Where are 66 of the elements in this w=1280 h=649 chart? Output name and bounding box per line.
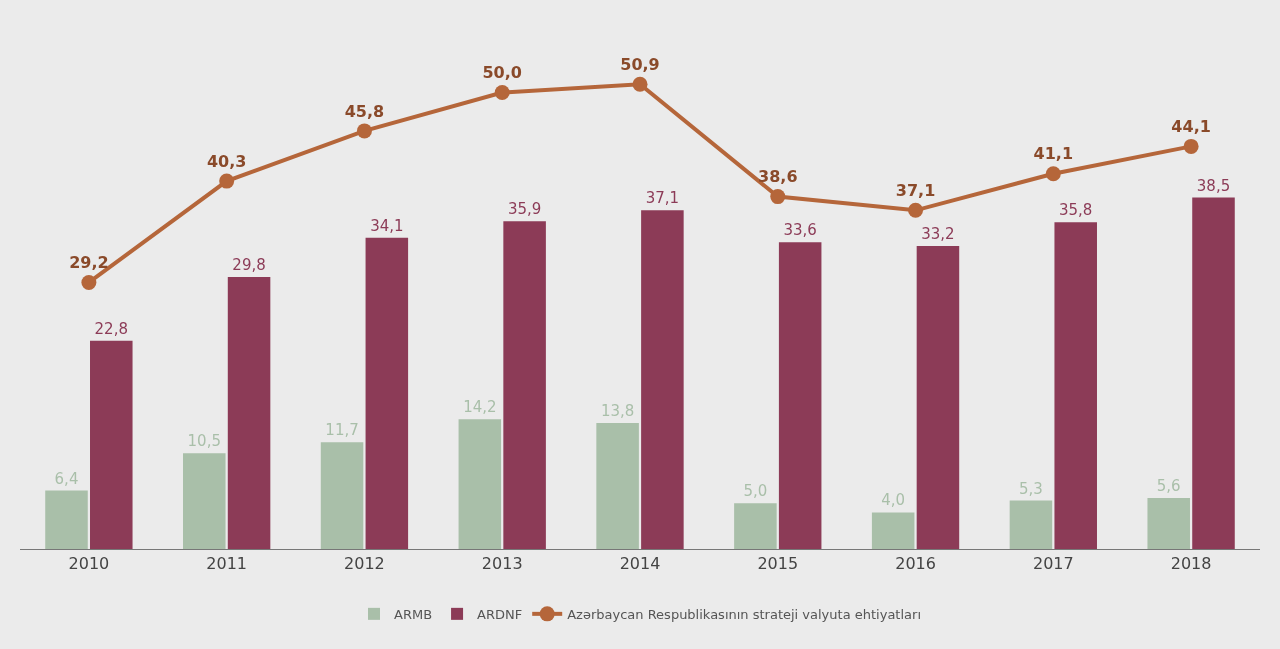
data-label: 10,5 bbox=[187, 432, 221, 451]
point bbox=[494, 85, 510, 101]
bar bbox=[320, 442, 364, 549]
x-tick-label: 2015 bbox=[757, 554, 799, 574]
bar bbox=[183, 453, 226, 549]
legend-label: ARMB bbox=[394, 606, 433, 622]
data-label: 50,0 bbox=[482, 63, 522, 83]
bar bbox=[1192, 197, 1235, 549]
x-tick-label: 2013 bbox=[481, 554, 523, 574]
data-label: 37,1 bbox=[895, 180, 936, 200]
data-label: 4,0 bbox=[881, 491, 906, 510]
data-label: 22,8 bbox=[94, 319, 128, 338]
data-label: 5,6 bbox=[1156, 476, 1181, 495]
bar bbox=[227, 276, 271, 549]
data-label: 44,1 bbox=[1171, 117, 1211, 137]
data-label: 33,2 bbox=[921, 224, 955, 243]
data-label: 50,9 bbox=[620, 54, 660, 74]
x-tick-label: 2017 bbox=[1032, 554, 1074, 574]
x-tick-label: 2011 bbox=[206, 554, 248, 574]
data-label: 40,3 bbox=[206, 151, 247, 171]
bar bbox=[641, 210, 684, 549]
data-label: 29,8 bbox=[232, 255, 266, 274]
data-label: 45,8 bbox=[344, 101, 385, 121]
data-label: 37,1 bbox=[645, 189, 680, 208]
x-tick-label: 2018 bbox=[1170, 554, 1212, 574]
data-label: 41,1 bbox=[1033, 144, 1074, 164]
legend-label: ARDNF bbox=[477, 606, 523, 622]
legend-label: Azərbaycan Respublikasının strateji valyuta ehtiyatları bbox=[567, 606, 921, 622]
data-label: 5,0 bbox=[743, 482, 768, 501]
data-label: 34,1 bbox=[370, 216, 404, 235]
data-label: 11,7 bbox=[325, 421, 359, 440]
point bbox=[356, 123, 372, 139]
data-label: 13,8 bbox=[600, 402, 635, 421]
x-tick-label: 2016 bbox=[895, 554, 936, 574]
bar bbox=[1147, 497, 1190, 549]
bar bbox=[90, 340, 133, 549]
data-label: 29,2 bbox=[69, 253, 109, 273]
x-tick-label: 2010 bbox=[68, 554, 110, 574]
bar bbox=[734, 503, 777, 549]
bar bbox=[458, 419, 502, 549]
bar bbox=[778, 242, 822, 549]
bar bbox=[45, 490, 88, 549]
point bbox=[219, 173, 235, 189]
data-label: 33,6 bbox=[783, 221, 817, 240]
x-tick-label: 2014 bbox=[619, 554, 661, 574]
bar bbox=[503, 221, 546, 549]
data-label: 35,9 bbox=[507, 200, 542, 219]
point bbox=[770, 189, 786, 205]
point bbox=[908, 202, 924, 218]
data-label: 6,4 bbox=[54, 469, 79, 488]
data-label: 35,8 bbox=[1059, 201, 1093, 220]
point bbox=[632, 76, 648, 92]
bar bbox=[596, 423, 639, 549]
bar bbox=[365, 237, 409, 549]
data-label: 38,6 bbox=[758, 167, 798, 187]
bar bbox=[1054, 222, 1097, 549]
point bbox=[1183, 138, 1199, 154]
x-tick-label: 2012 bbox=[344, 554, 385, 574]
point bbox=[1045, 166, 1061, 182]
bar bbox=[871, 512, 915, 549]
point bbox=[81, 274, 97, 290]
bar bbox=[1009, 500, 1053, 549]
bar bbox=[916, 245, 960, 549]
data-label: 5,3 bbox=[1019, 479, 1043, 498]
data-label: 14,2 bbox=[463, 398, 497, 417]
data-label: 38,5 bbox=[1196, 176, 1231, 195]
